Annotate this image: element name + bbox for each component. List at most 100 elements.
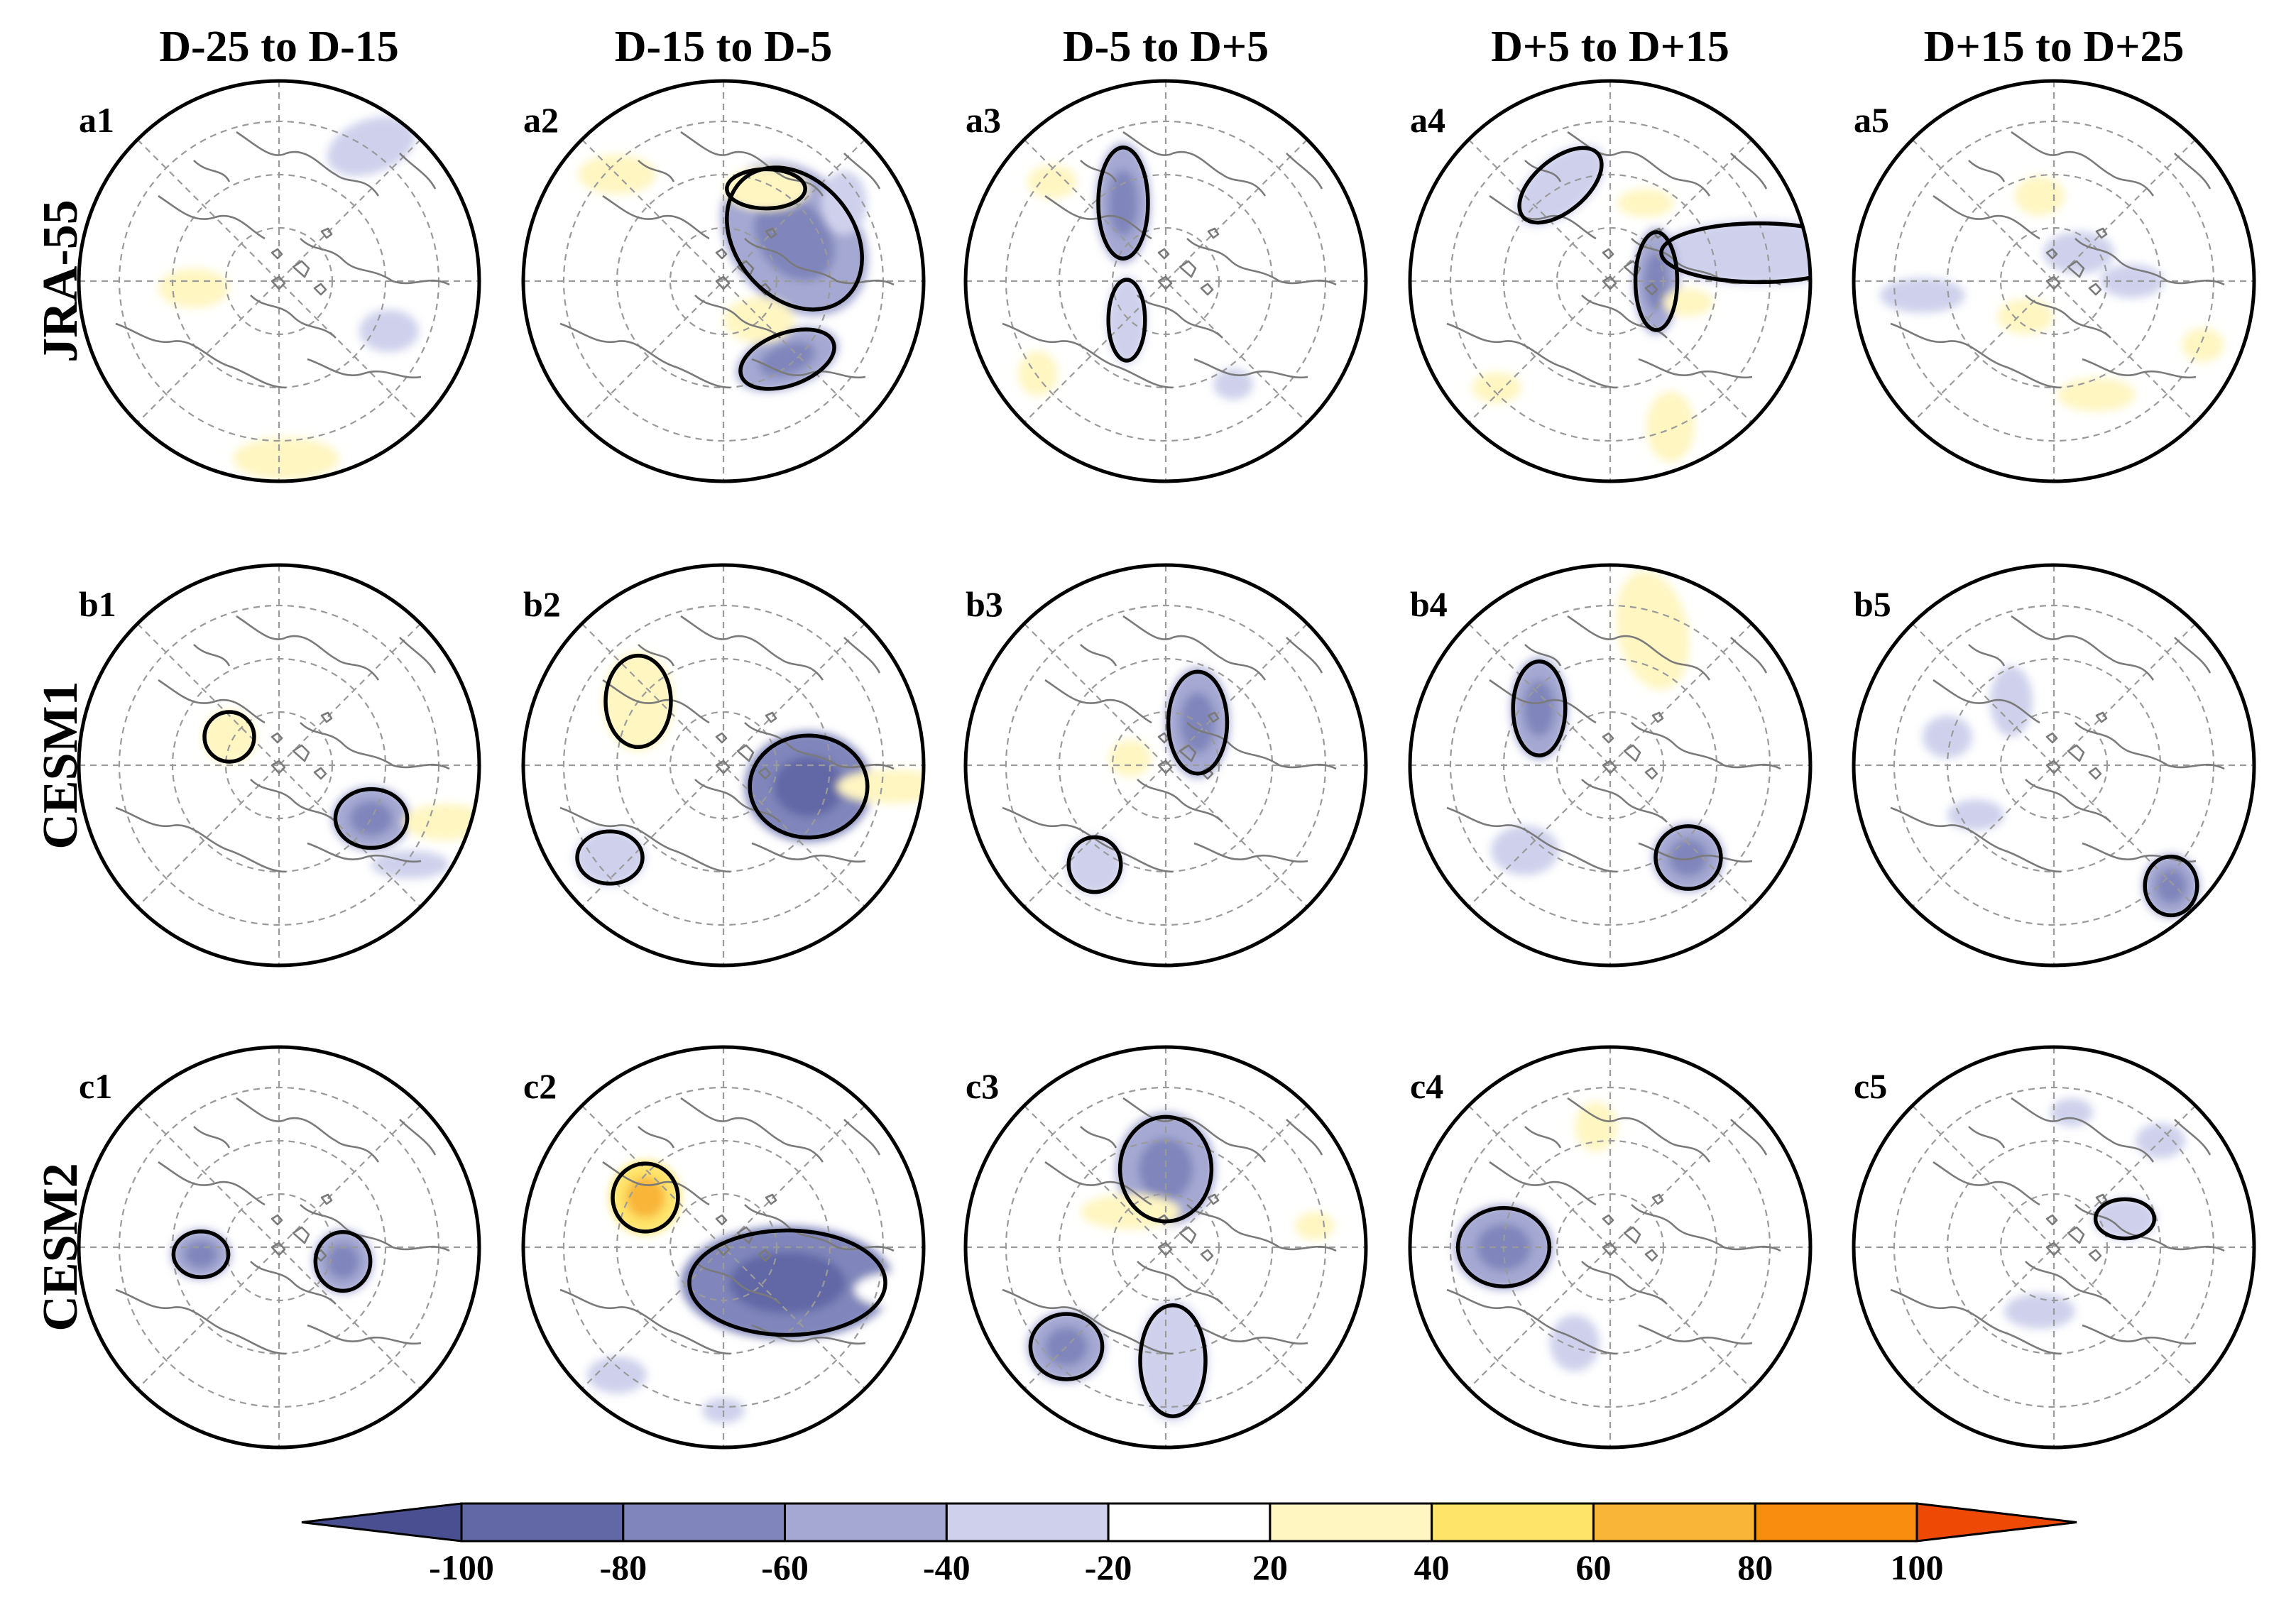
significance-contour [1106,278,1147,363]
positive-anomaly [1027,165,1077,199]
significance-contour [611,1161,680,1234]
positive-anomaly [855,1273,924,1307]
map-panel [77,563,481,968]
negative-anomaly [1213,368,1253,400]
anomaly-core [1668,838,1708,877]
map-boundary [77,563,481,968]
negative-anomaly [1653,221,1810,285]
positive-anomaly [403,349,460,384]
negative-anomaly [2093,1198,2157,1240]
map-boundary [1852,563,2256,968]
panel-label: b2 [523,584,561,624]
positive-anomaly [1295,1212,1335,1240]
colorbar-tick-label: -40 [923,1548,971,1587]
significance-contour [687,1228,887,1337]
colorbar-box [622,1502,787,1543]
positive-anomaly [1472,372,1521,403]
significance-contour [1166,669,1230,776]
negative-anomaly [1516,144,1605,226]
colorbar-box [1107,1502,1272,1543]
significance-contour [1138,1303,1208,1418]
map-panel [963,1045,1368,1450]
negative-anomaly [371,850,449,879]
positive-anomaly [1997,299,2054,334]
column-title: D-15 to D-5 [615,23,833,71]
panel-label: a3 [966,100,1001,140]
colorbar-arrow-low [301,1502,463,1543]
colorbar-tick-label: -60 [761,1548,809,1587]
positive-anomaly [1109,740,1152,777]
panel-label: a1 [79,100,114,140]
positive-anomaly [2057,378,2136,412]
anomaly-core [326,1244,360,1279]
map-panel [963,563,1368,968]
panel-label: c4 [1410,1066,1443,1106]
colorbar-tick-label: 40 [1414,1548,1450,1587]
map-panel [77,1045,481,1450]
significance-contour [313,1229,373,1293]
colorbar: -100 -80 -60 -40 -20 20 40 60 80 100 [301,1502,2077,1587]
map-boundary [1852,79,2256,483]
positive-anomaly [1646,391,1695,462]
panel-label: a2 [523,100,559,140]
significance-contour [202,710,256,764]
positive-anomaly [202,710,256,764]
panel-label: b1 [79,584,116,624]
positive-anomaly [247,1154,283,1185]
panel-label: c3 [966,1066,999,1106]
map-boundary [1408,563,1813,968]
anomaly-core [1044,1327,1088,1366]
colorbar-box [1754,1502,1918,1543]
colorbar-box [1592,1502,1756,1543]
map-boundary [521,1045,926,1450]
map-panel [1408,1045,1813,1450]
significance-contour [2093,1197,2157,1241]
panel-label: c2 [523,1066,557,1106]
positive-anomaly [2015,176,2065,216]
panel-label: a4 [1410,100,1445,140]
positive-anomaly [1272,720,1366,754]
map-boundary [77,79,481,483]
positive-anomaly [2182,328,2224,362]
negative-anomaly [2050,1098,2093,1127]
anomaly-core [184,1240,218,1269]
positive-anomaly [1018,351,1058,396]
anomaly-core [1644,251,1669,311]
significance-contour [748,733,870,840]
panel-label: b3 [966,584,1003,624]
colorbar-box [784,1502,948,1543]
colorbar-tick-label: 60 [1575,1548,1611,1587]
anomaly-core [349,801,393,836]
column-title: D+15 to D+25 [1924,23,2185,71]
negative-anomaly [1990,666,2033,737]
map-boundary [77,1045,481,1450]
map-boundary [521,563,926,968]
significance-contour [1633,230,1680,332]
map-boundary [963,79,1368,483]
map-panel [521,1045,926,1450]
colorbar-tick-label: -100 [429,1548,494,1587]
positive-anomaly [727,879,784,921]
positive-anomaly [158,268,229,308]
colorbar-box [460,1502,625,1543]
positive-anomaly [837,769,924,804]
column-title: D-5 to D+5 [1063,23,1269,71]
anomaly-core [773,756,844,817]
significance-contour [333,787,410,850]
significance-contour [603,653,673,750]
significance-contour [1511,659,1568,757]
significance-contour [171,1229,231,1279]
map-boundary [1408,79,1813,483]
row-label: CESM2 [33,1163,88,1331]
significance-contour [738,327,836,391]
positive-anomaly [1575,1102,1617,1151]
anomaly-core [754,196,835,281]
colorbar-tick-label: 20 [1252,1548,1288,1587]
panel-label: c1 [79,1066,112,1106]
significance-contour [1653,824,1723,891]
anomaly-core [2155,868,2187,904]
negative-anomaly [327,116,416,177]
significance-contour [1066,835,1123,894]
panel-label: b4 [1410,584,1448,624]
significance-contour [1096,146,1150,261]
